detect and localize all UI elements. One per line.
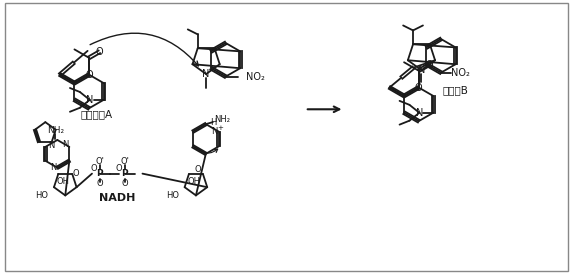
Text: HO: HO (166, 191, 179, 200)
Text: O: O (96, 47, 103, 57)
Text: O': O' (96, 157, 104, 166)
FancyBboxPatch shape (5, 3, 568, 271)
Text: O: O (415, 82, 422, 93)
Text: O: O (195, 165, 201, 175)
Text: N: N (62, 140, 69, 149)
Text: HO: HO (36, 191, 49, 200)
Text: NH₂: NH₂ (214, 115, 230, 124)
Text: N: N (49, 141, 55, 150)
Text: 结构式B: 结构式B (443, 85, 469, 95)
Text: N: N (202, 69, 210, 79)
Text: O: O (91, 164, 97, 173)
Text: NH₂: NH₂ (47, 125, 64, 135)
Text: N: N (415, 108, 423, 118)
Text: OH: OH (57, 177, 70, 186)
FancyArrowPatch shape (197, 148, 218, 153)
Text: N: N (211, 127, 218, 136)
Text: N: N (86, 95, 93, 105)
Text: O: O (85, 70, 93, 80)
Text: P: P (97, 169, 103, 178)
Text: NADH: NADH (99, 193, 135, 203)
Text: OH: OH (187, 177, 201, 186)
FancyArrowPatch shape (90, 33, 198, 66)
Text: O: O (115, 164, 122, 173)
Text: 荧光探针A: 荧光探针A (81, 109, 113, 119)
Text: O': O' (120, 157, 129, 166)
Text: +: + (218, 125, 223, 131)
Text: H: H (210, 118, 217, 127)
Text: NO₂: NO₂ (452, 68, 470, 78)
Text: NO₂: NO₂ (246, 72, 265, 82)
Text: P: P (121, 169, 128, 178)
Text: O: O (97, 179, 103, 188)
Text: O: O (121, 179, 128, 188)
Text: O: O (425, 60, 433, 70)
Text: N: N (418, 65, 425, 75)
Text: N: N (50, 163, 57, 172)
Text: O: O (73, 169, 80, 178)
